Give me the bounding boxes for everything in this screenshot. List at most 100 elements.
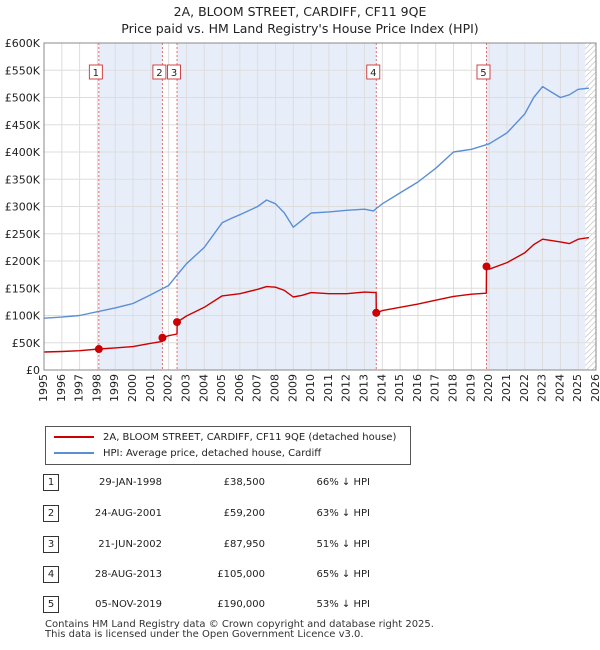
x-tick-label: 2002 (162, 374, 175, 402)
x-tick-label: 2014 (375, 374, 388, 402)
sale-2-marker (158, 333, 167, 342)
x-tick-label: 1996 (55, 374, 68, 402)
chart-subtitle: Price paid vs. HM Land Registry's House … (121, 21, 479, 36)
sale-hpi-diff: 53% ↓ HPI (316, 599, 370, 610)
sale-number: 5 (43, 596, 59, 613)
x-tick-label: 2000 (126, 374, 139, 402)
sale-row-4: 4 28-AUG-2013 £105,000 65% ↓ HPI (0, 566, 600, 586)
x-tick-label: 2003 (179, 374, 192, 402)
sale-hpi-diff: 66% ↓ HPI (316, 477, 370, 488)
legend-swatch-blue (54, 452, 94, 454)
sale-number: 4 (43, 566, 59, 583)
sale-2-label: 2 (156, 68, 162, 79)
sale-5-label: 5 (480, 68, 486, 79)
x-tick-label: 2019 (464, 374, 477, 402)
y-tick-label: £200K (5, 255, 41, 268)
sale-date: 21-JUN-2002 (98, 539, 162, 550)
sale-1-marker (94, 345, 103, 354)
sale-1-label: 1 (93, 68, 99, 79)
x-tick-label: 2006 (233, 374, 246, 402)
y-tick-label: £550K (5, 64, 41, 77)
x-tick-label: 1998 (90, 374, 103, 402)
sale-number: 2 (43, 505, 59, 522)
footer-attribution: Contains HM Land Registry data © Crown c… (45, 620, 434, 640)
sale-price: £87,950 (223, 539, 265, 550)
x-tick-label: 2012 (340, 374, 353, 402)
sale-number: 1 (43, 474, 59, 491)
x-tick-label: 2025 (571, 374, 584, 402)
x-tick-label: 2010 (304, 374, 317, 402)
legend: 2A, BLOOM STREET, CARDIFF, CF11 9QE (det… (45, 426, 411, 465)
legend-swatch-red (54, 436, 94, 438)
sale-3-marker (173, 318, 182, 327)
x-tick-label: 2020 (482, 374, 495, 402)
sale-date: 24-AUG-2001 (94, 508, 162, 519)
legend-label-hpi: HPI: Average price, detached house, Card… (103, 448, 322, 459)
x-tick-label: 2015 (393, 374, 406, 402)
y-tick-label: £250K (5, 228, 41, 241)
x-tick-label: 2007 (251, 374, 264, 402)
sale-row-1: 1 29-JAN-1998 £38,500 66% ↓ HPI (0, 474, 600, 494)
x-tick-label: 2021 (500, 374, 513, 402)
sale-price: £59,200 (223, 508, 265, 519)
x-tick-label: 2022 (518, 374, 531, 402)
sale-5-marker (482, 262, 491, 271)
x-tick-label: 1997 (73, 374, 86, 402)
x-tick-label: 1995 (37, 374, 50, 402)
y-tick-label: £100K (5, 310, 41, 323)
x-tick-label: 2008 (268, 374, 281, 402)
x-tick-label: 2017 (429, 374, 442, 402)
sale-price: £190,000 (217, 599, 265, 610)
y-tick-label: £150K (5, 282, 41, 295)
sale-hpi-diff: 65% ↓ HPI (316, 569, 370, 580)
footer-copyright: Contains HM Land Registry data © Crown c… (45, 619, 434, 630)
sale-date: 05-NOV-2019 (95, 599, 162, 610)
legend-label-property: 2A, BLOOM STREET, CARDIFF, CF11 9QE (det… (103, 432, 397, 443)
x-tick-label: 2024 (553, 374, 566, 402)
x-tick-label: 2023 (536, 374, 549, 402)
plot-frame (43, 42, 597, 371)
hpi-line (43, 85, 589, 319)
x-tick-label: 2016 (411, 374, 424, 402)
sale-4-label: 4 (370, 68, 376, 79)
legend-item-hpi: HPI: Average price, detached house, Card… (54, 447, 321, 461)
sale-2-label-box (152, 64, 167, 80)
chart-title-text: 2A, BLOOM STREET, CARDIFF, CF11 9QE (173, 4, 427, 19)
y-tick-label: £0 (26, 364, 40, 377)
sale-hpi-diff: 51% ↓ HPI (316, 539, 370, 550)
sale-1-label-box (88, 64, 103, 80)
x-tick-label: 2026 (589, 374, 600, 402)
sale-row-5: 5 05-NOV-2019 £190,000 53% ↓ HPI (0, 596, 600, 616)
y-tick-label: £350K (5, 173, 41, 186)
sale-price: £105,000 (217, 569, 265, 580)
y-tick-label: £300K (5, 201, 41, 214)
x-tick-label: 2005 (215, 374, 228, 402)
y-tick-label: £600K (5, 37, 41, 50)
sale-4-marker (372, 308, 381, 317)
sale-number: 3 (43, 536, 59, 553)
sale-row-2: 2 24-AUG-2001 £59,200 63% ↓ HPI (0, 505, 600, 525)
sale-date: 28-AUG-2013 (94, 569, 162, 580)
x-tick-label: 2004 (197, 374, 210, 402)
x-tick-label: 2018 (447, 374, 460, 402)
sale-3-label-box (167, 64, 181, 80)
x-tick-label: 2001 (144, 374, 157, 402)
sale-date: 29-JAN-1998 (98, 477, 162, 488)
x-tick-label: 1999 (108, 374, 121, 402)
y-tick-label: £500K (5, 92, 41, 105)
y-tick-label: £50K (12, 337, 41, 350)
y-tick-label: £400K (5, 146, 41, 159)
x-tick-label: 2013 (358, 374, 371, 402)
sale-price: £38,500 (223, 477, 265, 488)
sale-5-label-box (476, 64, 491, 80)
sale-3-label: 3 (171, 68, 177, 79)
chart-title: 2A, BLOOM STREET, CARDIFF, CF11 9QE Pric… (0, 3, 600, 37)
legend-item-property: 2A, BLOOM STREET, CARDIFF, CF11 9QE (det… (54, 431, 396, 445)
x-tick-label: 2011 (322, 374, 335, 402)
sale-4-label-box (366, 64, 381, 80)
sale-hpi-diff: 63% ↓ HPI (316, 508, 370, 519)
x-tick-label: 2009 (286, 374, 299, 402)
sale-row-3: 3 21-JUN-2002 £87,950 51% ↓ HPI (0, 536, 600, 556)
footer-licence: This data is licensed under the Open Gov… (45, 629, 364, 640)
